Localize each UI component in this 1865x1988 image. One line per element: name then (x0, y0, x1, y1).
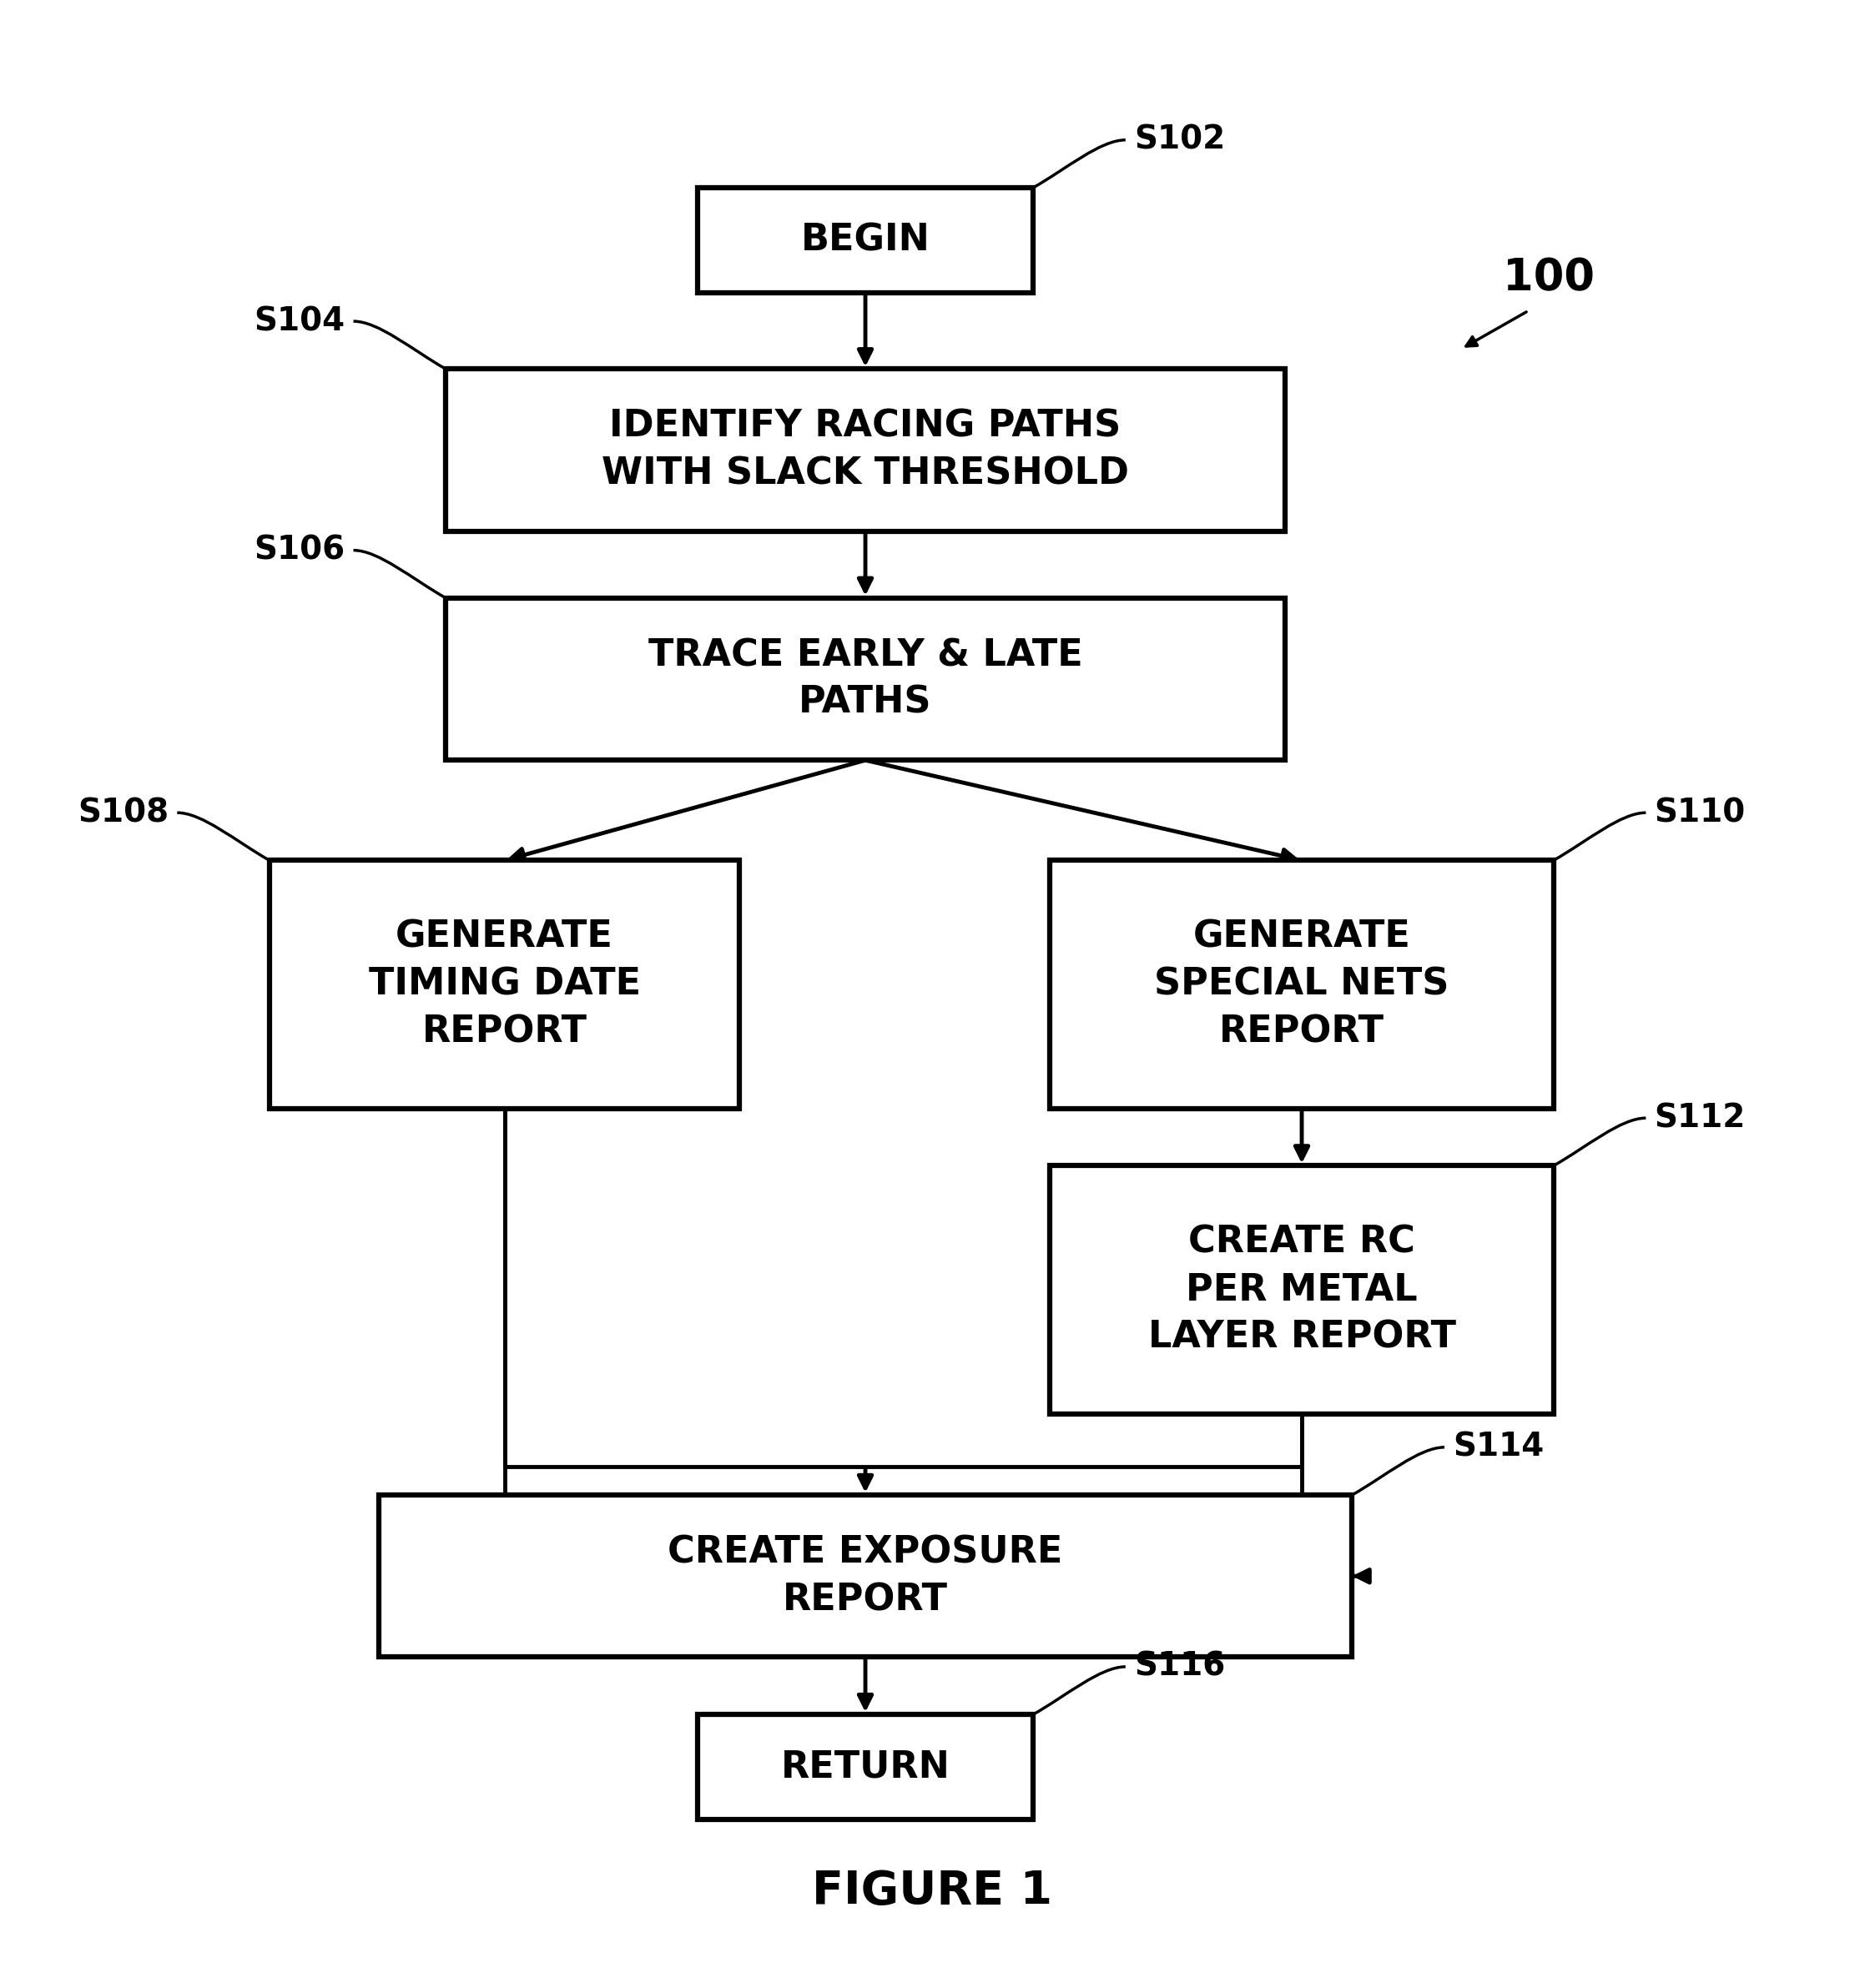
Text: GENERATE
TIMING DATE
REPORT: GENERATE TIMING DATE REPORT (369, 918, 640, 1050)
Text: S104: S104 (254, 306, 345, 338)
FancyBboxPatch shape (379, 1495, 1352, 1658)
Text: 100: 100 (1503, 256, 1595, 300)
FancyBboxPatch shape (446, 370, 1285, 531)
Text: CREATE RC
PER METAL
LAYER REPORT: CREATE RC PER METAL LAYER REPORT (1147, 1225, 1457, 1356)
Text: GENERATE
SPECIAL NETS
REPORT: GENERATE SPECIAL NETS REPORT (1154, 918, 1449, 1050)
Text: S110: S110 (1654, 797, 1746, 829)
FancyBboxPatch shape (446, 598, 1285, 759)
FancyBboxPatch shape (698, 187, 1033, 292)
Text: FIGURE 1: FIGURE 1 (813, 1869, 1052, 1914)
Text: S108: S108 (78, 797, 168, 829)
FancyBboxPatch shape (269, 861, 739, 1109)
Text: BEGIN: BEGIN (800, 223, 931, 258)
Text: S102: S102 (1134, 123, 1225, 155)
FancyBboxPatch shape (1050, 1165, 1554, 1413)
Text: RETURN: RETURN (781, 1749, 949, 1785)
Text: CREATE EXPOSURE
REPORT: CREATE EXPOSURE REPORT (668, 1535, 1063, 1618)
Text: S116: S116 (1134, 1650, 1225, 1682)
Text: S114: S114 (1453, 1431, 1544, 1463)
FancyBboxPatch shape (1050, 861, 1554, 1109)
FancyBboxPatch shape (698, 1714, 1033, 1819)
Text: TRACE EARLY & LATE
PATHS: TRACE EARLY & LATE PATHS (649, 638, 1082, 720)
Text: S106: S106 (254, 535, 345, 567)
Text: S112: S112 (1654, 1101, 1746, 1133)
Text: IDENTIFY RACING PATHS
WITH SLACK THRESHOLD: IDENTIFY RACING PATHS WITH SLACK THRESHO… (602, 410, 1128, 491)
